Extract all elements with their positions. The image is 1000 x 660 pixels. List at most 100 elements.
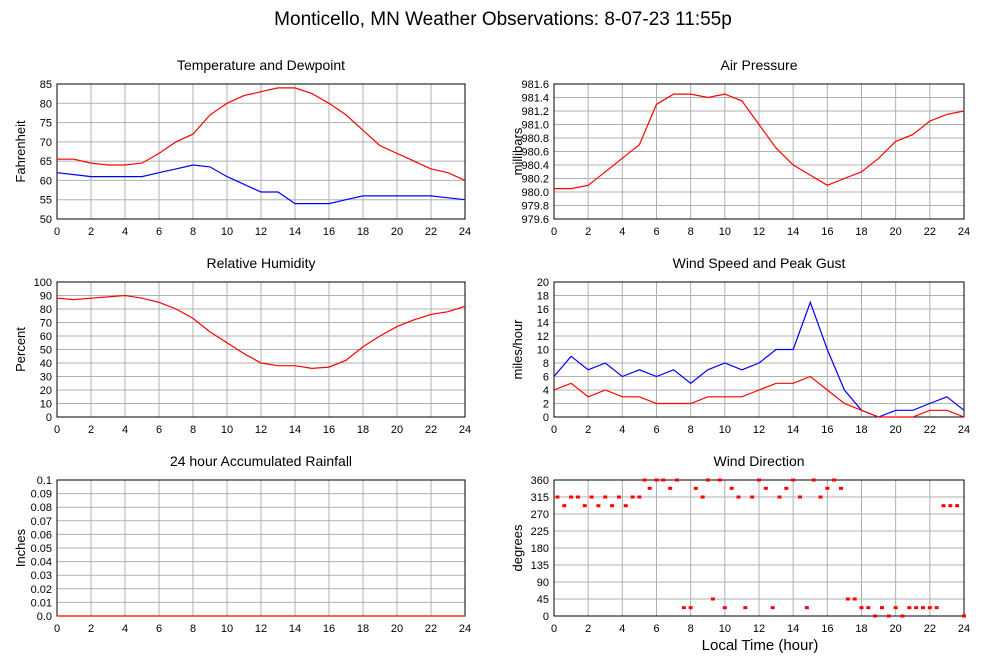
- y-tick-label: 20: [40, 385, 52, 397]
- y-tick-label: 8: [543, 358, 549, 370]
- x-tick-label: 16: [323, 226, 335, 238]
- x-tick-label: 14: [289, 623, 301, 635]
- x-tick-label: 10: [221, 623, 233, 635]
- x-tick-label: 22: [924, 226, 936, 238]
- x-tick-label: 18: [855, 226, 867, 238]
- x-tick-label: 16: [821, 623, 833, 635]
- data-point: [569, 495, 574, 499]
- x-tick-label: 10: [221, 226, 233, 238]
- y-tick-label: 981.4: [521, 93, 549, 105]
- data-point: [866, 606, 871, 610]
- y-tick-label: 0.08: [31, 502, 52, 514]
- y-axis-label: Fahrenheit: [13, 120, 28, 183]
- data-point: [818, 495, 823, 499]
- data-point: [700, 495, 705, 499]
- data-point: [603, 495, 608, 499]
- data-point: [596, 504, 601, 508]
- data-point: [642, 478, 647, 482]
- data-point: [798, 495, 802, 499]
- y-tick-label: 80: [40, 98, 52, 110]
- x-tick-label: 12: [255, 623, 267, 635]
- y-axis-label: Percent: [13, 327, 28, 372]
- x-tick-label: 2: [585, 623, 591, 635]
- y-tick-label: 18: [537, 291, 549, 303]
- data-point: [688, 606, 693, 610]
- x-tick-label: 2: [585, 424, 591, 436]
- x-tick-label: 8: [190, 623, 196, 635]
- x-tick-label: 12: [753, 226, 765, 238]
- y-tick-label: 100: [34, 277, 52, 289]
- y-tick-label: 979.8: [521, 201, 549, 213]
- y-tick-label: 6: [543, 372, 549, 384]
- y-tick-label: 65: [40, 156, 52, 168]
- data-point: [637, 495, 642, 499]
- y-tick-label: 55: [40, 195, 52, 207]
- x-tick-label: 14: [289, 226, 301, 238]
- x-tick-label: 6: [653, 623, 659, 635]
- x-tick-label: 18: [855, 424, 867, 436]
- data-point: [717, 478, 722, 482]
- data-point: [589, 495, 594, 499]
- series-line-1: [553, 375, 965, 418]
- x-tick-label: 20: [391, 424, 403, 436]
- y-tick-label: 45: [537, 594, 549, 606]
- x-tick-label: 12: [255, 226, 267, 238]
- x-tick-label: 6: [653, 226, 659, 238]
- y-tick-label: 270: [531, 509, 549, 521]
- y-tick-label: 980.6: [521, 147, 549, 159]
- data-point: [811, 478, 816, 482]
- data-point: [610, 504, 615, 508]
- x-tick-label: 24: [459, 424, 471, 436]
- data-point: [832, 478, 837, 482]
- x-tick-label: 14: [787, 424, 799, 436]
- data-point: [623, 504, 628, 508]
- x-tick-label: 12: [255, 424, 267, 436]
- x-tick-label: 4: [122, 623, 128, 635]
- figure-xlabel: Local Time (hour): [702, 637, 819, 654]
- y-tick-label: 180: [531, 543, 549, 555]
- y-axis-label: millibars: [510, 127, 525, 175]
- x-tick-label: 24: [958, 226, 970, 238]
- data-point: [777, 495, 782, 499]
- x-tick-label: 12: [753, 623, 765, 635]
- x-tick-label: 16: [323, 623, 335, 635]
- plot-frame: [553, 281, 965, 418]
- y-tick-label: 981.2: [521, 106, 549, 118]
- data-point: [693, 486, 698, 490]
- data-point: [873, 614, 878, 618]
- y-tick-label: 979.6: [521, 214, 549, 226]
- x-tick-label: 4: [619, 424, 625, 436]
- y-tick-label: 0.1: [37, 475, 52, 487]
- y-tick-label: 60: [40, 175, 52, 187]
- data-point: [941, 504, 946, 508]
- y-tick-label: 90: [40, 291, 52, 303]
- x-tick-label: 16: [821, 424, 833, 436]
- x-tick-label: 4: [619, 226, 625, 238]
- y-tick-label: 980.0: [521, 187, 549, 199]
- x-tick-label: 4: [122, 226, 128, 238]
- y-tick-label: 0.03: [31, 570, 52, 582]
- data-point: [750, 495, 755, 499]
- y-tick-label: 0.02: [31, 584, 52, 596]
- x-tick-label: 20: [890, 424, 902, 436]
- data-point: [804, 606, 809, 610]
- x-tick-label: 18: [855, 623, 867, 635]
- data-point: [962, 614, 966, 618]
- y-tick-label: 980.2: [521, 174, 549, 186]
- data-point: [791, 478, 796, 482]
- y-tick-label: 16: [537, 304, 549, 316]
- y-tick-label: 30: [40, 372, 52, 384]
- data-point: [630, 495, 635, 499]
- data-point: [914, 606, 919, 610]
- data-point: [845, 597, 850, 601]
- x-tick-label: 6: [156, 623, 162, 635]
- y-tick-label: 0: [543, 412, 549, 424]
- x-tick-label: 0: [54, 226, 60, 238]
- data-point: [654, 478, 659, 482]
- chart-title: Air Pressure: [720, 57, 797, 73]
- series-line-0: [554, 93, 965, 190]
- figure-title: Monticello, MN Weather Observations: 8-0…: [274, 9, 732, 30]
